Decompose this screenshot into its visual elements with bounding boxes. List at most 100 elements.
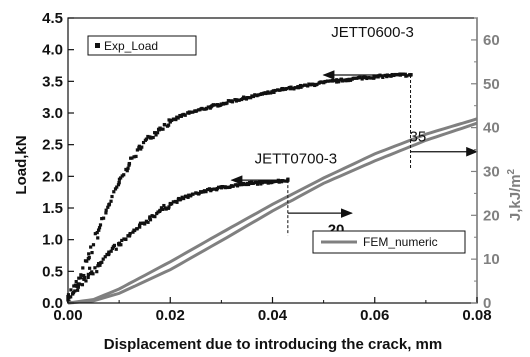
exp-load-point <box>311 82 316 87</box>
exp-load-point <box>171 200 175 204</box>
exp-load-point <box>358 75 362 79</box>
exp-load-point <box>184 194 188 198</box>
exp-load-point <box>281 179 285 183</box>
exp-load-point <box>257 180 261 184</box>
exp-load-point <box>90 250 94 255</box>
exp-load-point <box>138 221 143 225</box>
exp-load-point <box>206 187 210 192</box>
exp-load-point <box>249 96 253 100</box>
exp-load-point <box>100 260 104 264</box>
exp-load-point <box>100 217 104 221</box>
exp-load-point <box>79 273 83 277</box>
y-axis-right-label: J,kJ/m2 <box>506 168 524 221</box>
exp-load-point <box>163 123 167 127</box>
exp-load-point <box>95 270 99 274</box>
exp-load-point <box>219 102 224 106</box>
x-tick-label: 0.04 <box>258 307 288 324</box>
exp-load-point <box>405 74 409 78</box>
exp-load-point <box>167 123 171 127</box>
exp-load-point <box>122 173 126 177</box>
exp-load-point <box>153 215 157 219</box>
exp-load-point <box>146 220 150 224</box>
exp-load-point <box>225 101 229 105</box>
exp-load-point <box>117 243 121 247</box>
exp-load-point <box>167 118 171 122</box>
exp-load-point <box>234 98 239 102</box>
exp-load-point <box>114 247 118 251</box>
x-tick-label: 0.06 <box>360 307 389 324</box>
axes-layer: 0.00 0.02 0.04 0.06 0.08 0.0 0.5 1.0 1.5 2.0 2.5 3.… <box>42 10 500 324</box>
y-left-tick-label: 0.0 <box>42 295 63 312</box>
exp-load-point <box>250 181 254 185</box>
legend-exp-load-marker <box>95 43 100 48</box>
y-axis-right-label-text: J,kJ/m <box>507 174 524 221</box>
exp-load-point <box>264 91 268 96</box>
exp-load-point <box>172 117 176 121</box>
exp-load-point <box>283 179 287 183</box>
y-left-tick-label: 1.0 <box>42 232 63 249</box>
exp-load-point <box>95 230 99 235</box>
exp-load-point <box>303 83 307 87</box>
exp-load-point <box>119 176 123 180</box>
exp-load-point <box>214 103 218 107</box>
exp-load-point <box>274 179 278 184</box>
exp-load-point <box>69 295 73 299</box>
exp-load-point <box>362 75 367 80</box>
exp-load-point <box>69 288 73 292</box>
legend-exp-load-label: Exp_Load <box>104 39 158 53</box>
exp-load-point <box>176 116 180 120</box>
exp-load-point <box>131 230 135 234</box>
exp-load-point <box>293 86 297 90</box>
exp-load-point <box>321 80 326 85</box>
legend-fem-numeric-label: FEM_numeric <box>363 235 438 249</box>
exp-load-point <box>187 193 191 197</box>
exp-load-point <box>319 80 323 84</box>
exp-load-point <box>115 185 119 189</box>
exp-load-point <box>81 266 85 270</box>
legend-exp-load: Exp_Load <box>87 35 197 56</box>
x-axis-label: Displacement due to introducing the crac… <box>104 336 442 353</box>
exp-load-point <box>130 156 134 160</box>
exp-load-point <box>255 182 260 186</box>
exp-load-point <box>195 191 199 195</box>
exp-load-point <box>107 203 111 207</box>
exp-load-point <box>128 231 132 236</box>
exp-load-point <box>340 79 345 83</box>
x-tick-label: 0.00 <box>53 307 82 324</box>
legend-fem-numeric: FEM_numeric <box>312 230 466 254</box>
exp-load-point <box>337 79 341 83</box>
exp-load-point <box>106 205 110 209</box>
exp-load-point <box>135 148 139 152</box>
exp-load-point <box>186 195 190 199</box>
exp-load-point <box>133 228 137 233</box>
fem-curve-jett0700-3 <box>67 117 478 305</box>
annotation-jett0600-3: JETT0600-3 <box>331 24 414 41</box>
scatter-series-jett0600-3 <box>66 72 413 304</box>
exp-load-point <box>278 88 282 92</box>
exp-load-point <box>175 200 179 204</box>
exp-load-point <box>144 137 149 141</box>
exp-load-point <box>194 109 198 113</box>
exp-load-point <box>135 227 139 231</box>
exp-load-point <box>298 83 303 88</box>
y-left-tick-label: 3.5 <box>42 73 63 90</box>
y-axis-left-label: Load,kN <box>13 135 30 194</box>
exp-load-point <box>93 266 97 270</box>
exp-load-point <box>79 276 83 280</box>
exp-load-point <box>207 187 211 191</box>
y-left-tick-label: 4.0 <box>42 42 63 59</box>
fem-curve-jett0600-3 <box>67 121 478 305</box>
exp-load-point <box>112 190 116 194</box>
exp-load-point <box>216 185 221 189</box>
exp-load-point <box>126 166 130 170</box>
exp-load-point <box>74 280 78 284</box>
exp-load-point <box>229 99 234 103</box>
exp-load-point <box>167 205 171 209</box>
exp-load-point <box>174 117 178 122</box>
exp-load-point <box>265 179 269 183</box>
exp-load-point <box>222 102 226 106</box>
annotation-jett0700-3: JETT0700-3 <box>255 151 338 168</box>
exp-load-point <box>360 77 364 81</box>
exp-load-point <box>182 196 186 201</box>
